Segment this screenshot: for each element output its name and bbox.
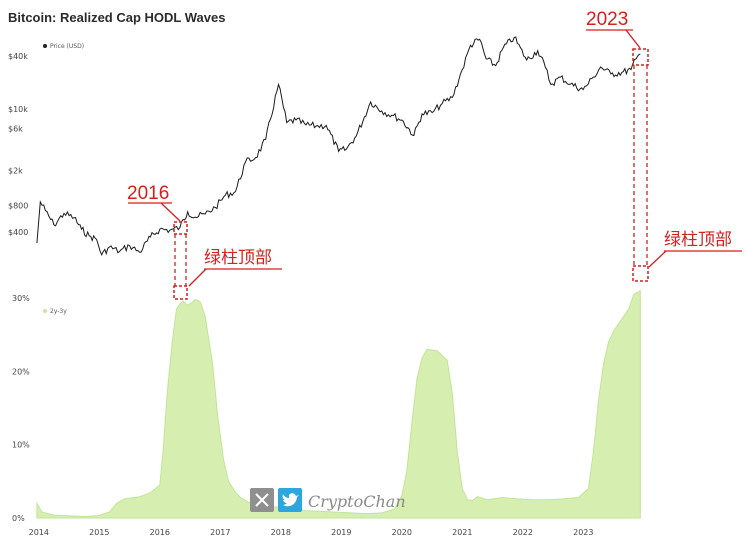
annotation-top-right-label: 绿柱顶部 — [664, 230, 732, 250]
price-legend-dot — [43, 44, 47, 48]
price-y-axis: $400 $800 $2k $6k $10k $40k — [8, 52, 28, 237]
price-y-tick-label: $800 — [8, 202, 28, 211]
annotation-2023-arrow — [625, 29, 641, 49]
x-tick-label: 2014 — [29, 528, 49, 537]
annotation-2023: 2023 — [586, 9, 649, 282]
annotation-2016-label: 2016 — [127, 183, 169, 204]
x-tick-label: 2022 — [513, 528, 533, 537]
watermark: CryptoChan — [250, 488, 406, 512]
annotation-2016: 2016 — [127, 183, 188, 300]
annotation-top-left-arrow — [188, 268, 207, 287]
area-series-2y-3y — [36, 289, 641, 519]
x-tick-label: 2015 — [89, 528, 109, 537]
price-y-tick-label: $40k — [8, 52, 28, 61]
area-y-tick-label: 20% — [12, 367, 30, 376]
price-y-tick-label: $6k — [8, 125, 23, 134]
area-y-tick-label: 30% — [12, 294, 30, 303]
x-logo-glyph — [255, 493, 269, 507]
x-tick-label: 2023 — [573, 528, 593, 537]
annotation-2016-arrow — [160, 202, 181, 222]
annotation-2023-area-box — [632, 265, 649, 282]
area-legend-label: 2y-3y — [50, 308, 67, 315]
x-tick-label: 2018 — [271, 528, 291, 537]
x-tick-label: 2020 — [392, 528, 412, 537]
chart-title: Bitcoin: Realized Cap HODL Waves — [8, 10, 226, 25]
area-y-tick-label: 0% — [12, 514, 25, 523]
x-tick-label: 2019 — [331, 528, 351, 537]
annotation-top-left: 绿柱顶部 — [188, 248, 282, 287]
area-legend-dot — [43, 309, 47, 313]
annotation-2023-price-box — [632, 48, 649, 66]
price-line-series — [36, 36, 641, 256]
area-legend: 2y-3y — [43, 308, 67, 315]
annotation-top-right: 绿柱顶部 — [648, 230, 742, 268]
area-y-axis: 0% 10% 20% 30% — [12, 294, 30, 523]
annotation-top-right-arrow — [648, 250, 667, 268]
annotation-top-left-label: 绿柱顶部 — [204, 248, 272, 268]
x-axis: 2014 2015 2016 2017 2018 2019 2020 2021 2022 2023 — [29, 528, 594, 537]
x-tick-label: 2021 — [452, 528, 472, 537]
area-y-tick-label: 10% — [12, 441, 30, 450]
price-y-tick-label: $10k — [8, 105, 28, 114]
price-y-tick-label: $2k — [8, 167, 23, 176]
price-y-tick-label: $400 — [8, 228, 28, 237]
price-legend-label: Price (USD) — [50, 43, 84, 50]
price-series-layer — [36, 36, 641, 256]
annotation-2016-area-box — [173, 285, 188, 300]
watermark-text: CryptoChan — [308, 492, 406, 511]
twitter-bird-glyph — [282, 493, 299, 507]
x-tick-label: 2016 — [150, 528, 170, 537]
x-tick-label: 2017 — [210, 528, 230, 537]
area-series-layer — [36, 289, 641, 519]
annotation-2023-label: 2023 — [586, 9, 628, 30]
price-legend: Price (USD) — [43, 43, 84, 50]
annotation-2016-price-box — [173, 221, 188, 235]
